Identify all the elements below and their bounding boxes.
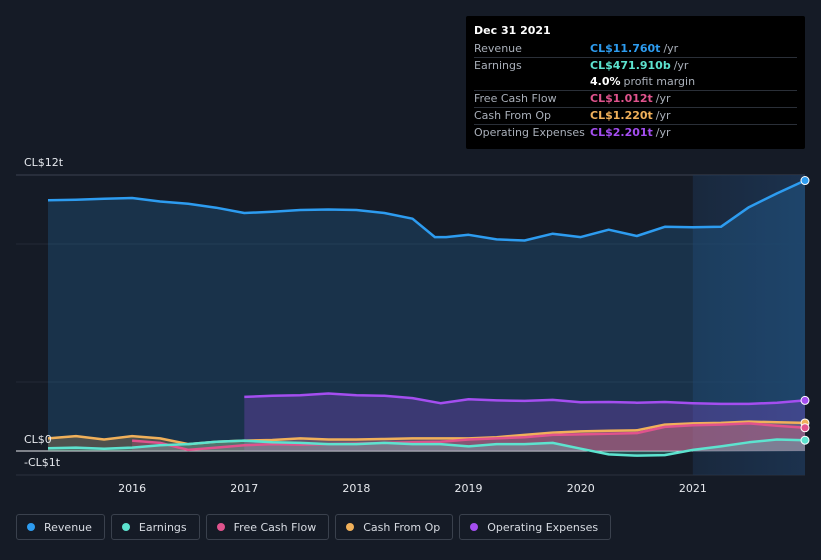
legend-label: Free Cash Flow (233, 520, 317, 534)
legend-label: Revenue (44, 520, 92, 534)
legend-dot-icon (27, 523, 35, 531)
free-cash-flow-area (132, 423, 806, 451)
tooltip-unit: /yr (663, 42, 679, 55)
operating-expenses-endpoint (800, 395, 810, 405)
tooltip-label: Operating Expenses (474, 126, 585, 139)
legend-label: Earnings (138, 520, 187, 534)
tooltip-value: CL$2.201t (590, 126, 653, 139)
y-axis-label: CL$12t (24, 156, 64, 169)
legend-dot-icon (346, 523, 355, 531)
chart: CL$12t CL$0 -CL$1t 2016 2017 2018 2019 2020 2021 (16, 156, 810, 495)
revenue-line (47, 179, 806, 242)
x-tick-label: 2021 (679, 482, 707, 495)
tooltip-row-earnings: Earnings CL$471.910b /yr (474, 57, 797, 74)
earnings-area (48, 439, 805, 456)
legend-item-revenue[interactable]: Revenue (16, 514, 105, 540)
cash-from-op-line (47, 420, 806, 446)
tooltip-label: Cash From Op (474, 109, 552, 122)
free-cash-flow-endpoint (800, 423, 810, 433)
tooltip-label: Earnings (474, 59, 522, 72)
x-tick-label: 2019 (455, 482, 483, 495)
tooltip-unit: /yr (673, 59, 689, 72)
tooltip-row-operating-expenses: Operating Expenses CL$2.201t /yr (474, 124, 797, 141)
profit-margin-label: profit margin (623, 75, 696, 88)
legend-item-free-cash-flow[interactable]: Free Cash Flow (205, 514, 330, 540)
profit-margin-value: 4.0% (590, 75, 621, 88)
x-tick-label: 2018 (342, 482, 370, 495)
tooltip-date: Dec 31 2021 (474, 24, 551, 37)
legend-item-operating-expenses[interactable]: Operating Expenses (459, 514, 612, 540)
legend-item-earnings[interactable]: Earnings (110, 514, 200, 540)
tooltip-label: Revenue (474, 42, 522, 55)
tooltip-value: CL$1.012t (590, 92, 653, 105)
tooltip-value: CL$1.220t (590, 109, 653, 122)
y-axis-label: -CL$1t (24, 456, 61, 469)
x-tick-label: 2020 (567, 482, 595, 495)
y-axis-label: CL$0 (24, 433, 52, 446)
earnings-line (47, 438, 806, 457)
legend-dot-icon (216, 523, 225, 531)
legend-label: Cash From Op (363, 520, 441, 534)
tooltip-row-free-cash-flow: Free Cash Flow CL$1.012t /yr (474, 90, 797, 107)
legend: Revenue Earnings Free Cash Flow Cash Fro… (16, 514, 612, 542)
tooltip-value: CL$11.760t (590, 42, 661, 55)
free-cash-flow-line (131, 422, 806, 452)
x-tick-label: 2017 (230, 482, 258, 495)
operating-expenses-area (244, 393, 806, 451)
tooltip-row-revenue: Revenue CL$11.760t /yr (474, 41, 797, 57)
earnings-endpoint (800, 435, 810, 445)
legend-dot-icon (121, 523, 130, 531)
operating-expenses-line (244, 392, 806, 406)
tooltip-value: CL$471.910b (590, 59, 671, 72)
tooltip-unit: /yr (655, 126, 671, 139)
cash-from-op-area (48, 421, 805, 451)
tooltip-label: Free Cash Flow (474, 92, 557, 105)
legend-label: Operating Expenses (487, 520, 599, 534)
tooltip-unit: /yr (655, 92, 671, 105)
legend-dot-icon (470, 523, 479, 531)
tooltip-row-profit-margin: 4.0% profit margin (474, 74, 797, 90)
revenue-area (48, 180, 805, 451)
revenue-endpoint (800, 176, 810, 186)
tooltip-row-cash-from-op: Cash From Op CL$1.220t /yr (474, 107, 797, 124)
tooltip-unit: /yr (655, 109, 671, 122)
tooltip: Dec 31 2021 Revenue CL$11.760t /yr Earni… (466, 16, 805, 149)
x-tick-label: 2016 (118, 482, 146, 495)
legend-item-cash-from-op[interactable]: Cash From Op (335, 514, 454, 540)
